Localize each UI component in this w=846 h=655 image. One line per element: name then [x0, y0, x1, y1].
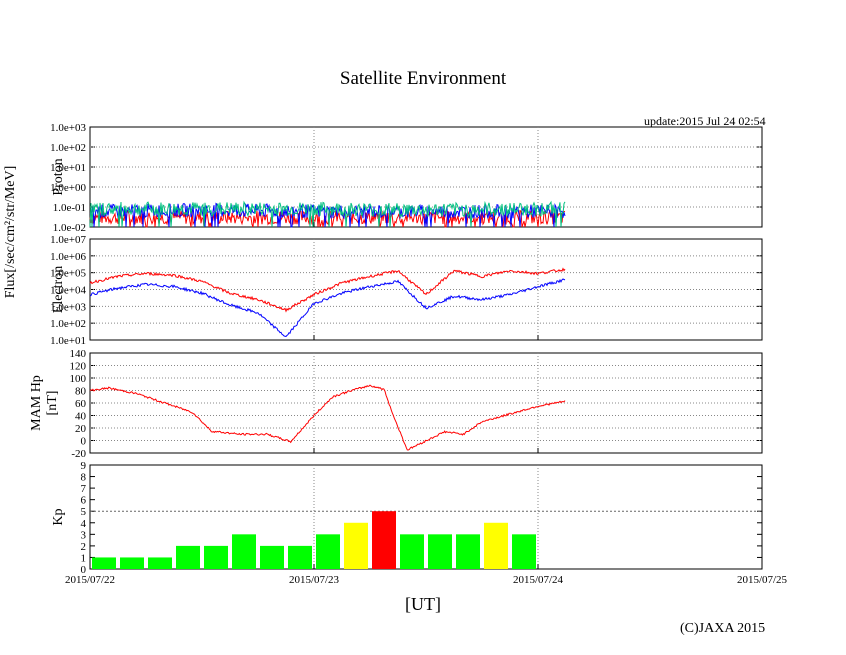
electron-series-blue — [89, 278, 566, 338]
mam-hp-series-red — [89, 384, 566, 451]
y-tick-label: 60 — [75, 398, 87, 410]
y-tick-label: 3 — [81, 529, 87, 541]
flux-axis-label: Flux[/sec/cm²/str/MeV] — [3, 166, 18, 299]
y-tick-label: 1.0e+01 — [50, 162, 86, 174]
y-tick-label: 1.0e+02 — [50, 318, 86, 330]
panel-frame-proton — [89, 126, 763, 228]
kp-bar — [344, 522, 368, 569]
electron-series-red — [89, 267, 566, 313]
kp-bar — [260, 545, 284, 569]
y-tick-label: 1.0e+00 — [50, 182, 86, 194]
y-tick-label: -20 — [71, 448, 86, 460]
y-tick-label: 1.0e-02 — [53, 222, 86, 234]
y-tick-label: 1 — [81, 552, 87, 564]
kp-bar — [232, 534, 256, 569]
kp-bar — [148, 557, 172, 569]
kp-bar — [120, 557, 144, 569]
kp-bar — [512, 534, 536, 569]
kp-bar — [176, 545, 200, 569]
y-tick-label: 1.0e+05 — [50, 268, 86, 280]
kp-bar — [316, 534, 340, 569]
kp-bar — [204, 545, 228, 569]
y-tick-label: 1.0e+06 — [50, 251, 86, 263]
update-timestamp: update:2015 Jul 24 02:54 — [644, 114, 766, 128]
y-axis-label-mam-hp: MAM Hp — [29, 375, 44, 431]
chart-title: Satellite Environment — [339, 68, 507, 89]
x-tick-label: 2015/07/22 — [65, 574, 115, 586]
y-tick-label: 7 — [81, 483, 87, 495]
kp-bar — [400, 534, 424, 569]
y-tick-label: 140 — [70, 348, 87, 360]
y-tick-label: 0 — [81, 564, 87, 576]
y-tick-label: 2 — [81, 541, 87, 553]
y-tick-label: 1.0e+01 — [50, 335, 86, 347]
kp-bar — [92, 557, 116, 569]
x-tick-label: 2015/07/25 — [737, 574, 788, 586]
y-tick-label: 1.0e-01 — [53, 202, 86, 214]
y-tick-label: 1.0e+03 — [50, 122, 86, 134]
y-tick-label: 40 — [75, 411, 87, 423]
y-tick-label: 5 — [81, 506, 87, 518]
y-tick-label: 9 — [81, 460, 87, 472]
panel-frame-kp — [89, 464, 763, 570]
x-tick-label: 2015/07/24 — [513, 574, 564, 586]
kp-bar — [428, 534, 452, 569]
y-tick-label: 1.0e+03 — [50, 301, 86, 313]
x-tick-label: 2015/07/23 — [289, 574, 340, 586]
kp-bar — [456, 534, 480, 569]
y-axis-label-mam-hp: [nT] — [45, 391, 60, 416]
y-tick-label: 6 — [81, 495, 87, 507]
x-axis-label: [UT] — [405, 594, 441, 614]
y-tick-label: 80 — [75, 386, 87, 398]
copyright: (C)JAXA 2015 — [680, 621, 766, 636]
y-tick-label: 0 — [81, 436, 87, 448]
y-tick-label: 1.0e+04 — [50, 285, 86, 297]
y-tick-label: 1.0e+02 — [50, 142, 86, 154]
kp-bar — [372, 511, 396, 569]
y-tick-label: 100 — [70, 373, 87, 385]
proton-series-green — [89, 200, 566, 227]
y-tick-label: 4 — [81, 518, 87, 530]
y-tick-label: 1.0e+07 — [50, 234, 86, 246]
y-tick-label: 8 — [81, 472, 87, 484]
y-tick-label: 120 — [70, 361, 87, 373]
kp-bar — [288, 545, 312, 569]
y-tick-label: 20 — [75, 423, 87, 435]
y-axis-label-electron: Electron — [51, 266, 66, 313]
kp-bar — [484, 522, 508, 569]
y-axis-label-kp: Kp — [51, 508, 66, 525]
y-axis-label-proton: Proton — [51, 158, 66, 195]
